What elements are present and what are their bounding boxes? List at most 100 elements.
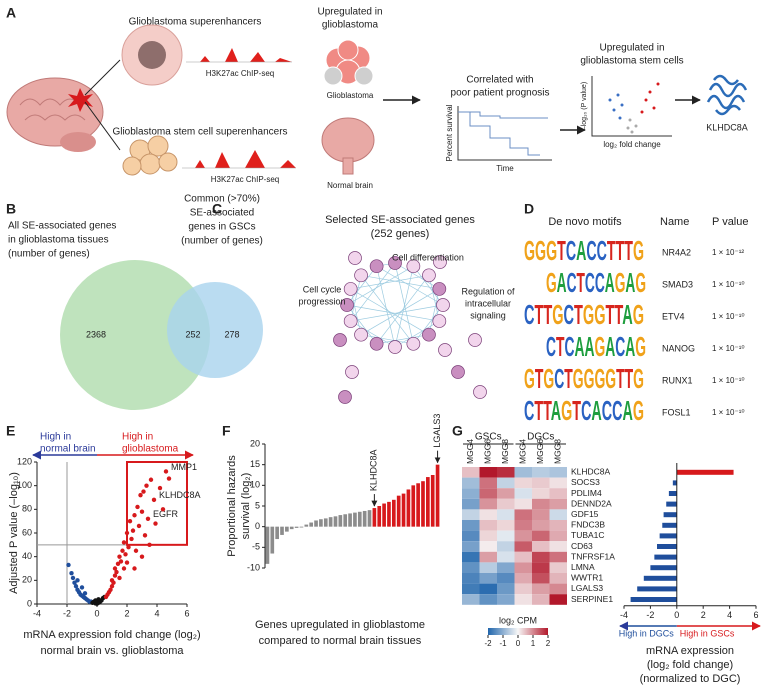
network-node (422, 268, 436, 283)
point (79, 585, 85, 590)
connector (84, 59, 121, 96)
venn-count: 2368 (86, 329, 106, 339)
point (117, 554, 122, 559)
network-edge (376, 275, 430, 345)
label: glioblastoma (122, 444, 179, 455)
survival-axes (457, 106, 552, 161)
x-axis-label: normal brain vs. glioblastoma (40, 645, 184, 657)
network-node (343, 282, 358, 296)
network-node (432, 282, 447, 296)
bar (401, 493, 406, 527)
p-value: 1 × 10⁻¹⁰ (712, 280, 745, 289)
point (136, 523, 142, 529)
point (160, 507, 166, 512)
panel-label: B (6, 201, 16, 217)
bar (387, 501, 391, 527)
bar (314, 520, 318, 527)
point (153, 521, 158, 526)
colorbar-label: log₂ CPM (499, 615, 537, 625)
label: normal brain (40, 444, 96, 455)
column-label: MGG4 (518, 439, 528, 464)
bar (637, 586, 677, 592)
point (139, 509, 145, 514)
p-value: 1 × 10⁻¹⁰ (712, 376, 745, 385)
survival-curve (458, 111, 548, 119)
point (144, 483, 149, 488)
x-tick-label: -4 (620, 610, 628, 620)
network-edge (428, 275, 440, 322)
bar (289, 526, 294, 530)
bar (421, 481, 425, 527)
label: SE-associated (190, 208, 254, 219)
heatmap-cell (497, 551, 515, 563)
heatmap-cell (514, 509, 532, 520)
y-axis-label: survival (log₂) (240, 473, 252, 540)
bar (319, 519, 323, 527)
x-tick-label: 2 (124, 608, 129, 618)
y-axis-label: Adjusted P value (–log₁₀) (8, 472, 20, 594)
heatmap-cell (462, 541, 480, 552)
label: H3K27ac ChIP-seq (211, 175, 279, 184)
y-tick-label: 80 (22, 504, 32, 514)
point (120, 548, 125, 553)
highlight-box (126, 461, 188, 546)
heatmap-cell (532, 551, 550, 563)
network-edge (346, 304, 377, 345)
x-axis-label: (normalized to DGC) (640, 673, 741, 685)
bar (333, 516, 338, 527)
heatmap-cell (462, 583, 480, 595)
mini-volcano-points (608, 82, 660, 134)
bar (382, 503, 386, 527)
column-label: MGG8 (553, 439, 563, 464)
bar (343, 514, 348, 527)
y-tick-label: 40 (22, 551, 32, 561)
point (121, 566, 127, 571)
network-node (433, 255, 447, 269)
label: Cell differentiation (392, 252, 464, 262)
bar (280, 526, 284, 535)
point-label: KLHDC8A (159, 490, 201, 500)
label: Glioblastoma (327, 91, 374, 100)
bar (304, 524, 309, 527)
point (141, 489, 146, 494)
bar (659, 533, 677, 539)
motif-logo: CTTAGTCACCAG (524, 395, 644, 426)
heatmap-cell (462, 530, 480, 542)
direction-label: High in DGCs (619, 628, 675, 638)
heatmap-cell (514, 573, 532, 584)
heatmap-cell (532, 520, 550, 531)
network-node (468, 333, 482, 347)
group-label: DGCs (527, 432, 554, 443)
point (130, 528, 136, 533)
network-edge (360, 288, 440, 336)
bar (663, 512, 677, 518)
bar (666, 501, 677, 507)
cerebellum (60, 132, 96, 152)
survival-curve (458, 111, 540, 156)
point (112, 573, 118, 578)
motif-logo: GACTCCAGAG (546, 267, 646, 298)
label: glioblastoma (322, 20, 379, 31)
motif-logo: GTGCTGGGGTTG (524, 363, 644, 394)
network-node (422, 327, 436, 342)
network-edge (394, 320, 440, 348)
label: Upregulated in (317, 7, 382, 18)
point (121, 540, 127, 545)
y-tick-label: -10 (247, 562, 260, 572)
heatmap-cell (532, 541, 550, 552)
heatmap-cell (462, 498, 480, 510)
x-tick-label: 0 (94, 608, 99, 618)
point-label: MMP1 (171, 462, 197, 472)
heatmap-cell (497, 583, 515, 595)
bar (643, 575, 677, 581)
heatmap-cell (514, 467, 532, 478)
network-node (354, 327, 368, 342)
heatmap-cell (479, 530, 497, 542)
bar (348, 513, 352, 527)
label: Percent survival (445, 104, 454, 161)
network-edge (350, 304, 444, 322)
network-edge (428, 288, 440, 335)
network-node (369, 259, 384, 274)
heatmap-cell (532, 488, 550, 499)
